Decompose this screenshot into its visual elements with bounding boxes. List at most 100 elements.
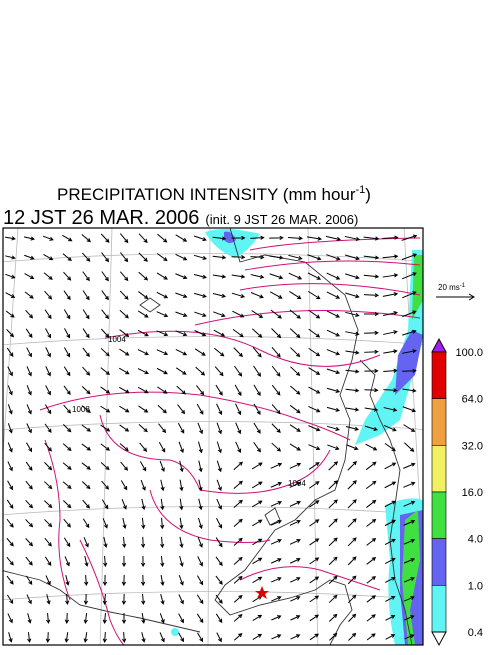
wind-arrow: [329, 632, 338, 641]
wind-arrow: [175, 330, 188, 337]
colorbar-segment: [431, 491, 447, 539]
wind-arrow: [156, 349, 169, 356]
colorbar-segment: [431, 445, 447, 493]
wind-arrow: [121, 498, 127, 510]
wind-arrow: [140, 536, 146, 549]
wind-arrow: [119, 367, 130, 375]
wind-arrow: [83, 632, 88, 643]
wind-arrow: [382, 292, 399, 297]
wind-arrow: [383, 368, 398, 373]
wind-arrow: [366, 576, 377, 584]
wind-arrow: [82, 328, 90, 339]
colorbar-label: 100.0: [455, 347, 483, 359]
wind-arrow: [8, 632, 13, 643]
wind-arrow: [63, 290, 71, 301]
wind-arrow: [328, 613, 338, 622]
wind-arrow: [138, 424, 148, 433]
wind-arrow: [366, 633, 376, 641]
wind-arrow: [231, 255, 246, 260]
wind-arrow: [64, 613, 70, 624]
wind-arrow: [215, 594, 223, 604]
wind-arrow: [385, 576, 396, 583]
wind-arrow: [216, 403, 223, 416]
wind-arrow: [25, 328, 33, 339]
wind-arrow: [159, 460, 165, 473]
wind-arrow: [193, 235, 207, 242]
wind-arrow: [120, 461, 129, 471]
wind-arrow: [253, 442, 261, 453]
island: [264, 507, 281, 526]
wind-arrow: [326, 387, 341, 393]
wind-arrow: [326, 310, 340, 318]
wind-arrow: [347, 537, 357, 547]
wind-arrow: [102, 632, 107, 643]
wind-arrow: [402, 406, 417, 413]
wind-arrow: [140, 555, 146, 568]
isobar: [79, 539, 125, 645]
isobar: [249, 237, 421, 251]
wind-arrow: [122, 632, 127, 643]
precip-area: [224, 231, 236, 243]
wind-arrow: [216, 441, 222, 454]
wind-arrow: [233, 575, 243, 584]
wind-arrow: [26, 423, 32, 434]
wind-arrow: [289, 328, 301, 339]
wind-arrow: [44, 442, 52, 452]
wind-arrow: [25, 500, 34, 509]
wind-arrow: [216, 460, 222, 473]
wind-arrow: [45, 575, 51, 586]
wind-arrow: [160, 498, 165, 511]
wind-arrow: [6, 347, 14, 357]
wind-arrow: [81, 481, 91, 490]
wind-arrow: [270, 309, 282, 319]
wind-arrow: [156, 291, 169, 299]
wind-arrow: [160, 517, 165, 530]
wind-arrow: [195, 366, 206, 376]
wind-arrow: [384, 462, 397, 470]
wind-arrow: [197, 441, 203, 454]
wind-arrow: [25, 538, 34, 547]
coast: [359, 359, 413, 645]
parallel: [3, 591, 423, 601]
wind-arrow: [290, 366, 301, 377]
wind-arrow: [44, 309, 52, 320]
wind-arrow: [328, 461, 339, 471]
wind-arrow: [44, 519, 53, 528]
map-frame: [2, 227, 424, 646]
wind-arrow: [385, 596, 396, 602]
wind-arrow: [215, 556, 223, 567]
wind-arrow: [216, 632, 222, 643]
wind-arrow: [235, 441, 242, 454]
wind-arrow: [269, 273, 284, 280]
wind-arrow: [178, 613, 184, 624]
wind-arrow: [290, 596, 301, 602]
title: PRECIPITATION INTENSITY (mm hour-1): [57, 184, 371, 204]
wind-arrow: [347, 499, 357, 509]
wind-arrow: [309, 614, 320, 622]
wind-arrow: [326, 349, 341, 356]
wind-arrow: [308, 405, 321, 413]
wind-arrow: [289, 462, 302, 469]
wind-arrow: [193, 254, 207, 260]
wind-arrow: [215, 575, 223, 585]
wind-arrow: [363, 293, 380, 298]
wind-arrow: [366, 499, 377, 508]
wind-arrow: [26, 366, 32, 377]
wind-arrow: [7, 442, 13, 453]
wind-arrow: [6, 575, 14, 585]
wind-arrow: [289, 290, 302, 300]
wind-arrow: [65, 594, 70, 605]
wind-arrow: [197, 632, 204, 643]
wind-arrow: [384, 442, 396, 452]
wind-arrow: [253, 365, 262, 377]
colorbar-under: [431, 631, 447, 647]
wind-arrow: [290, 634, 301, 640]
wind-arrow: [119, 386, 130, 394]
wind-arrow: [138, 291, 149, 300]
wind-arrow: [82, 290, 90, 301]
wind-arrow: [216, 422, 222, 435]
wind-arrow: [83, 537, 89, 548]
wind-arrow: [271, 346, 281, 358]
wind-arrow: [271, 328, 282, 339]
wind-arrow: [270, 500, 283, 507]
